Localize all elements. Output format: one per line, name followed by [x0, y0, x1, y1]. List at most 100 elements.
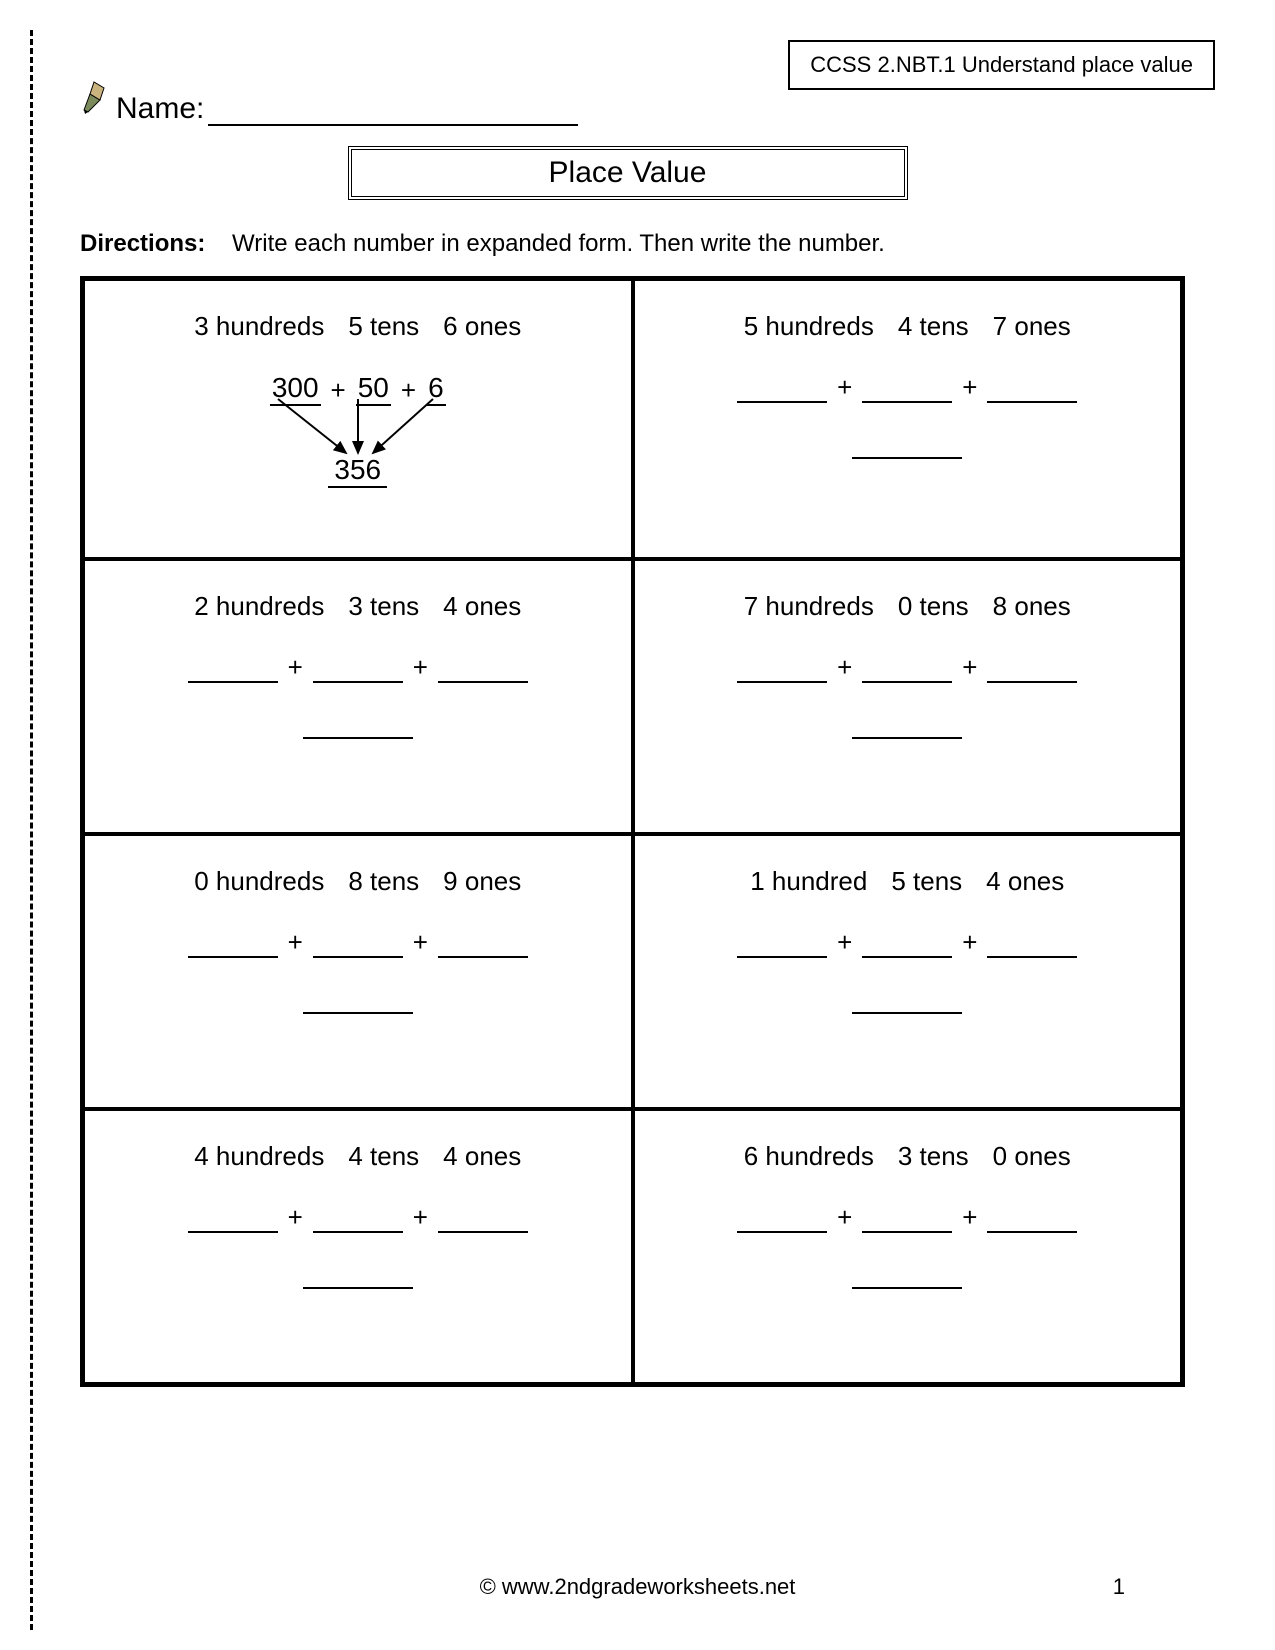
answer-row [655, 713, 1161, 739]
answer-row [655, 1263, 1161, 1289]
problem-cell: 1 hundred 5 tens 4 ones + + [633, 834, 1183, 1109]
exp-tens: 50 [356, 372, 391, 406]
tens-blank[interactable] [862, 1207, 952, 1233]
example-answer-row: 356 [105, 414, 611, 488]
plus-sign: + [288, 1202, 303, 1233]
plus-sign: + [413, 652, 428, 683]
answer-blank[interactable] [303, 988, 413, 1014]
place-value-line: 4 hundreds 4 tens 4 ones [105, 1141, 611, 1172]
ones-blank[interactable] [987, 377, 1077, 403]
exp-ones: 6 [426, 372, 446, 406]
standard-text: CCSS 2.NBT.1 Understand place value [810, 52, 1193, 77]
place-value-line: 3 hundreds 5 tens 6 ones [105, 311, 611, 342]
worksheet-title: Place Value [348, 146, 908, 200]
expanded-form-row: + + [655, 927, 1161, 958]
expanded-form-row: + + [655, 372, 1161, 403]
hundreds-blank[interactable] [737, 1207, 827, 1233]
answer-row [655, 433, 1161, 459]
example-cell: 3 hundreds 5 tens 6 ones 300 + 50 + 6 [83, 279, 633, 559]
hundreds-blank[interactable] [737, 377, 827, 403]
place-value-line: 1 hundred 5 tens 4 ones [655, 866, 1161, 897]
problem-cell: 4 hundreds 4 tens 4 ones + + [83, 1109, 633, 1384]
tens-text: 0 tens [898, 591, 969, 622]
page-number: 1 [1113, 1574, 1125, 1600]
place-value-line: 5 hundreds 4 tens 7 ones [655, 311, 1161, 342]
tens-blank[interactable] [313, 1207, 403, 1233]
tens-text: 4 tens [898, 311, 969, 342]
plus-sign: + [962, 1202, 977, 1233]
tens-text: 5 tens [891, 866, 962, 897]
tens-blank[interactable] [862, 932, 952, 958]
answer-blank[interactable] [852, 433, 962, 459]
tens-blank[interactable] [862, 377, 952, 403]
place-value-line: 7 hundreds 0 tens 8 ones [655, 591, 1161, 622]
plus-sign: + [288, 652, 303, 683]
plus-sign: + [413, 1202, 428, 1233]
hundreds-blank[interactable] [737, 657, 827, 683]
expanded-form-row: + + [655, 1202, 1161, 1233]
answer-blank[interactable] [303, 713, 413, 739]
directions: Directions: Write each number in expande… [80, 230, 1215, 258]
hundreds-blank[interactable] [737, 932, 827, 958]
ones-blank[interactable] [438, 657, 528, 683]
tens-text: 4 tens [348, 1141, 419, 1172]
hundreds-text: 7 hundreds [744, 591, 874, 622]
ones-blank[interactable] [438, 1207, 528, 1233]
problem-cell: 2 hundreds 3 tens 4 ones + + [83, 559, 633, 834]
plus-sign: + [288, 927, 303, 958]
hundreds-text: 2 hundreds [194, 591, 324, 622]
answer-row [105, 713, 611, 739]
tens-blank[interactable] [313, 657, 403, 683]
hundreds-text: 4 hundreds [194, 1141, 324, 1172]
ones-text: 4 ones [443, 1141, 521, 1172]
plus-sign: + [837, 652, 852, 683]
answer-blank[interactable] [852, 1263, 962, 1289]
name-label: Name: [116, 92, 204, 126]
tens-blank[interactable] [313, 932, 403, 958]
hundreds-text: 1 hundred [750, 866, 867, 897]
hundreds-blank[interactable] [188, 657, 278, 683]
hundreds-blank[interactable] [188, 932, 278, 958]
place-value-line: 6 hundreds 3 tens 0 ones [655, 1141, 1161, 1172]
directions-label: Directions: [80, 230, 205, 257]
expanded-form-row: + + [105, 652, 611, 683]
header-row: Name: CCSS 2.NBT.1 Understand place valu… [80, 40, 1215, 126]
plus-sign: + [962, 927, 977, 958]
tens-text: 8 tens [348, 866, 419, 897]
tens-blank[interactable] [862, 657, 952, 683]
problem-cell: 6 hundreds 3 tens 0 ones + + [633, 1109, 1183, 1384]
directions-text: Write each number in expanded form. Then… [232, 230, 885, 257]
answer-row [655, 988, 1161, 1014]
hundreds-text: 0 hundreds [194, 866, 324, 897]
problem-cell: 5 hundreds 4 tens 7 ones + + [633, 279, 1183, 559]
plus-sign: + [331, 375, 346, 406]
name-input-line[interactable] [208, 98, 578, 126]
ones-blank[interactable] [438, 932, 528, 958]
answer-blank[interactable] [852, 713, 962, 739]
ones-text: 0 ones [993, 1141, 1071, 1172]
ones-text: 8 ones [993, 591, 1071, 622]
ones-blank[interactable] [987, 657, 1077, 683]
problems-grid: 3 hundreds 5 tens 6 ones 300 + 50 + 6 [80, 276, 1185, 1387]
answer-blank[interactable] [852, 988, 962, 1014]
ones-text: 7 ones [993, 311, 1071, 342]
place-value-line: 0 hundreds 8 tens 9 ones [105, 866, 611, 897]
pencil-icon [80, 70, 110, 122]
hundreds-text: 3 hundreds [194, 311, 324, 342]
footer-copyright: © www.2ndgradeworksheets.net [0, 1574, 1275, 1600]
answer-blank[interactable] [303, 1263, 413, 1289]
tens-text: 3 tens [898, 1141, 969, 1172]
hundreds-blank[interactable] [188, 1207, 278, 1233]
plus-sign: + [401, 375, 416, 406]
example-answer: 356 [328, 454, 387, 488]
ones-blank[interactable] [987, 932, 1077, 958]
ones-text: 9 ones [443, 866, 521, 897]
ones-blank[interactable] [987, 1207, 1077, 1233]
plus-sign: + [413, 927, 428, 958]
tens-text: 3 tens [348, 591, 419, 622]
tear-line [30, 30, 33, 1630]
plus-sign: + [962, 652, 977, 683]
title-text: Place Value [549, 156, 707, 189]
answer-row [105, 988, 611, 1014]
example-expanded-row: 300 + 50 + 6 [105, 372, 611, 406]
